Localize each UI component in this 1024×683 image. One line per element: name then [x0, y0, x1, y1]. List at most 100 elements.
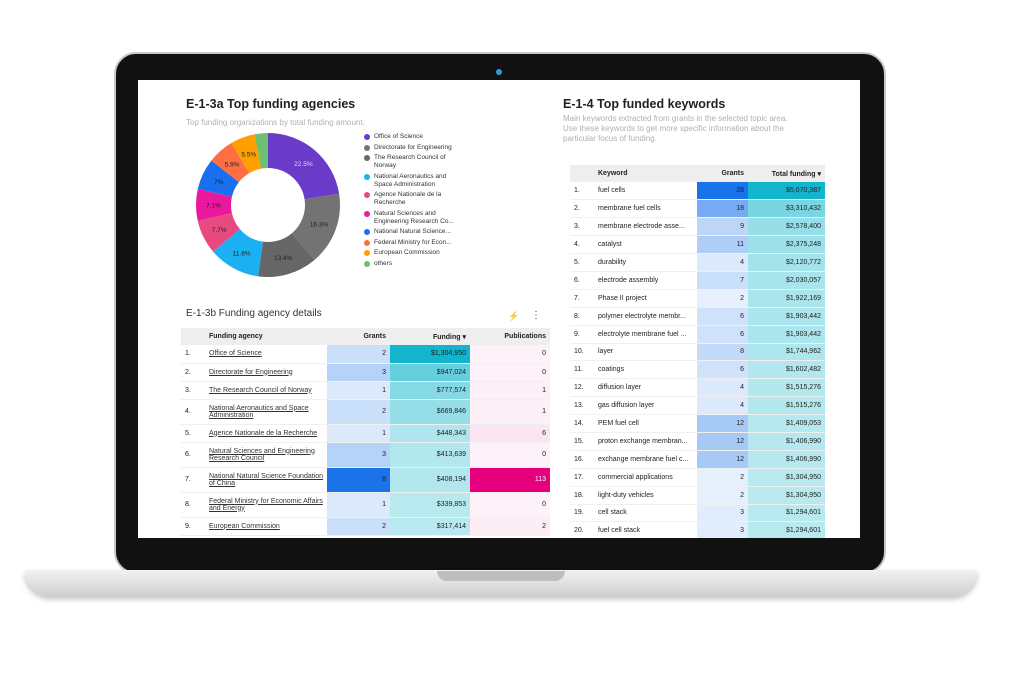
row-number: 16.: [570, 450, 594, 469]
table-row[interactable]: 16. exchange membrane fuel c... 12 $1,406,9…: [570, 450, 825, 469]
donut-slice[interactable]: [213, 228, 263, 277]
keyword-cell[interactable]: diffusion layer: [594, 378, 697, 398]
donut-slice[interactable]: [268, 133, 340, 200]
legend-item[interactable]: European Commission: [364, 249, 464, 257]
agency-link[interactable]: National Natural Science Foundation of C…: [205, 467, 327, 493]
legend-label: National Aeronautics and Space Administr…: [374, 172, 447, 188]
funding-cell: $448,343: [390, 424, 470, 443]
col-kw-grants[interactable]: Grants: [697, 165, 748, 182]
donut-slice[interactable]: [258, 233, 315, 277]
total-funding-cell: $2,030,057: [748, 271, 825, 290]
agency-link[interactable]: Federal Ministry for Economic Affairs an…: [205, 492, 327, 518]
donut-slice[interactable]: [291, 193, 340, 260]
col-total-funding[interactable]: Total funding ▾: [748, 165, 825, 182]
donut-chart[interactable]: 22.5% 16.3% 13.4% 11.6% 7.7% 7.1% 7% 5.9%5.5%: [193, 130, 343, 280]
keyword-cell[interactable]: fuel cell stack: [594, 521, 697, 538]
more-options-icon[interactable]: ⋮: [531, 310, 541, 321]
table-row[interactable]: 20. fuel cell stack 3 $1,294,601: [570, 521, 825, 538]
legend-item[interactable]: Directorate for Engineering: [364, 144, 464, 152]
table-row[interactable]: 8. polymer electrolyte membr... 6 $1,903,44…: [570, 307, 825, 326]
grants-cell: 12: [697, 450, 748, 469]
table-row[interactable]: 13. gas diffusion layer 4 $1,515,276: [570, 396, 825, 416]
legend-item[interactable]: National Natural Science...: [364, 228, 464, 236]
keyword-cell[interactable]: layer: [594, 343, 697, 362]
keyword-cell[interactable]: electrode assembly: [594, 271, 697, 290]
legend-item[interactable]: The Research Council of Norway: [364, 154, 464, 170]
legend-item[interactable]: Federal Ministry for Econ...: [364, 239, 464, 247]
legend-item[interactable]: Agence Nationale de la Recherche: [364, 191, 464, 207]
agency-link[interactable]: European Commission: [205, 517, 327, 536]
donut-slice[interactable]: [254, 133, 268, 169]
keyword-cell[interactable]: light-duty vehicles: [594, 486, 697, 505]
table-row[interactable]: 1. Office of Science 2 $1,304,950 0: [181, 345, 550, 364]
col-publications[interactable]: Publications: [470, 328, 550, 345]
table-row[interactable]: 9. European Commission 2 $317,414 2: [181, 517, 550, 536]
table-row[interactable]: 11. coatings 6 $1,602,482: [570, 360, 825, 380]
keyword-cell[interactable]: durability: [594, 253, 697, 272]
col-agency[interactable]: Funding agency: [205, 328, 327, 345]
col-funding[interactable]: Funding ▾: [390, 328, 470, 345]
keyword-cell[interactable]: fuel cells: [594, 182, 697, 201]
agency-link[interactable]: Directorate for Engineering: [205, 363, 327, 382]
table-row[interactable]: 7. National Natural Science Foundation of…: [181, 467, 550, 493]
col-keyword[interactable]: Keyword: [594, 165, 697, 182]
table-row[interactable]: 5. Agence Nationale de la Recherche 1 $448,…: [181, 424, 550, 443]
table-row[interactable]: 10. layer 8 $1,744,962: [570, 343, 825, 362]
table-row[interactable]: 6. Natural Sciences and Engineering Resea…: [181, 442, 550, 468]
donut-slice[interactable]: [196, 188, 232, 221]
table-row[interactable]: 9. electrolyte membrane fuel ... 6 $1,903,4…: [570, 325, 825, 344]
table-row[interactable]: 6. electrode assembly 7 $2,030,057: [570, 271, 825, 290]
keyword-cell[interactable]: coatings: [594, 360, 697, 380]
keyword-cell[interactable]: catalyst: [594, 235, 697, 255]
keyword-cell[interactable]: proton exchange membran...: [594, 432, 697, 451]
keyword-cell[interactable]: Phase II project: [594, 289, 697, 308]
donut-slice[interactable]: [211, 143, 250, 183]
donut-slice[interactable]: [231, 134, 262, 174]
table-row[interactable]: 18. light-duty vehicles 2 $1,304,950: [570, 486, 825, 505]
donut-slice[interactable]: [197, 160, 239, 197]
keyword-cell[interactable]: PEM fuel cell: [594, 414, 697, 433]
table-row[interactable]: 19. cell stack 3 $1,294,601: [570, 504, 825, 523]
table-row[interactable]: 4. National Aeronautics and Space Adminis…: [181, 399, 550, 425]
legend-item[interactable]: National Aeronautics and Space Administr…: [364, 173, 464, 189]
keyword-cell[interactable]: commercial applications: [594, 468, 697, 487]
table-row[interactable]: 14. PEM fuel cell 12 $1,409,053: [570, 414, 825, 433]
table-row[interactable]: 2. membrane fuel cells 18 $3,310,432: [570, 199, 825, 219]
legend-item[interactable]: Natural Sciences and Engineering Researc…: [364, 210, 464, 226]
table-row[interactable]: 12. diffusion layer 4 $1,515,276: [570, 378, 825, 398]
legend-label: Natural Sciences and Engineering Researc…: [374, 209, 454, 225]
row-number: 2.: [181, 363, 205, 382]
keyword-cell[interactable]: cell stack: [594, 504, 697, 523]
legend-dot-icon: [364, 250, 370, 256]
table-row[interactable]: 2. Directorate for Engineering 3 $947,024 0: [181, 363, 550, 382]
table-row[interactable]: 15. proton exchange membran... 12 $1,406,99…: [570, 432, 825, 451]
table-row[interactable]: 7. Phase II project 2 $1,922,169: [570, 289, 825, 308]
table-row[interactable]: 1. fuel cells 28 $5,070,387: [570, 182, 825, 201]
agency-link[interactable]: National Aeronautics and Space Administr…: [205, 399, 327, 425]
keyword-cell[interactable]: gas diffusion layer: [594, 396, 697, 416]
agency-link[interactable]: Natural Sciences and Engineering Researc…: [205, 442, 327, 468]
donut-slice[interactable]: [197, 213, 240, 252]
keyword-cell[interactable]: electrolyte membrane fuel ...: [594, 325, 697, 344]
agency-link[interactable]: Office of Science: [205, 345, 327, 364]
table-row[interactable]: 17. commercial applications 2 $1,304,950: [570, 468, 825, 487]
agency-link[interactable]: Agence Nationale de la Recherche: [205, 424, 327, 443]
table-row[interactable]: 8. Federal Ministry for Economic Affairs …: [181, 492, 550, 518]
col-grants[interactable]: Grants: [327, 328, 390, 345]
keyword-cell[interactable]: membrane electrode asse...: [594, 217, 697, 237]
keyword-cell[interactable]: exchange membrane fuel c...: [594, 450, 697, 469]
legend-dot-icon: [364, 134, 370, 140]
row-number: 5.: [570, 253, 594, 272]
legend-dot-icon: [364, 173, 370, 180]
table-row[interactable]: 4. catalyst 11 $2,375,248: [570, 235, 825, 255]
table-row[interactable]: 3. membrane electrode asse... 9 $2,578,400: [570, 217, 825, 237]
legend-item[interactable]: others: [364, 260, 464, 268]
legend-item[interactable]: Office of Science: [364, 133, 464, 141]
filter-off-icon[interactable]: ⚡: [508, 311, 520, 321]
keyword-cell[interactable]: membrane fuel cells: [594, 199, 697, 219]
table-row[interactable]: 5. durability 4 $2,120,772: [570, 253, 825, 272]
table-row[interactable]: 3. The Research Council of Norway 1 $777,57…: [181, 381, 550, 400]
keyword-cell[interactable]: polymer electrolyte membr...: [594, 307, 697, 326]
total-funding-cell: $2,578,400: [748, 217, 825, 237]
agency-link[interactable]: The Research Council of Norway: [205, 381, 327, 400]
